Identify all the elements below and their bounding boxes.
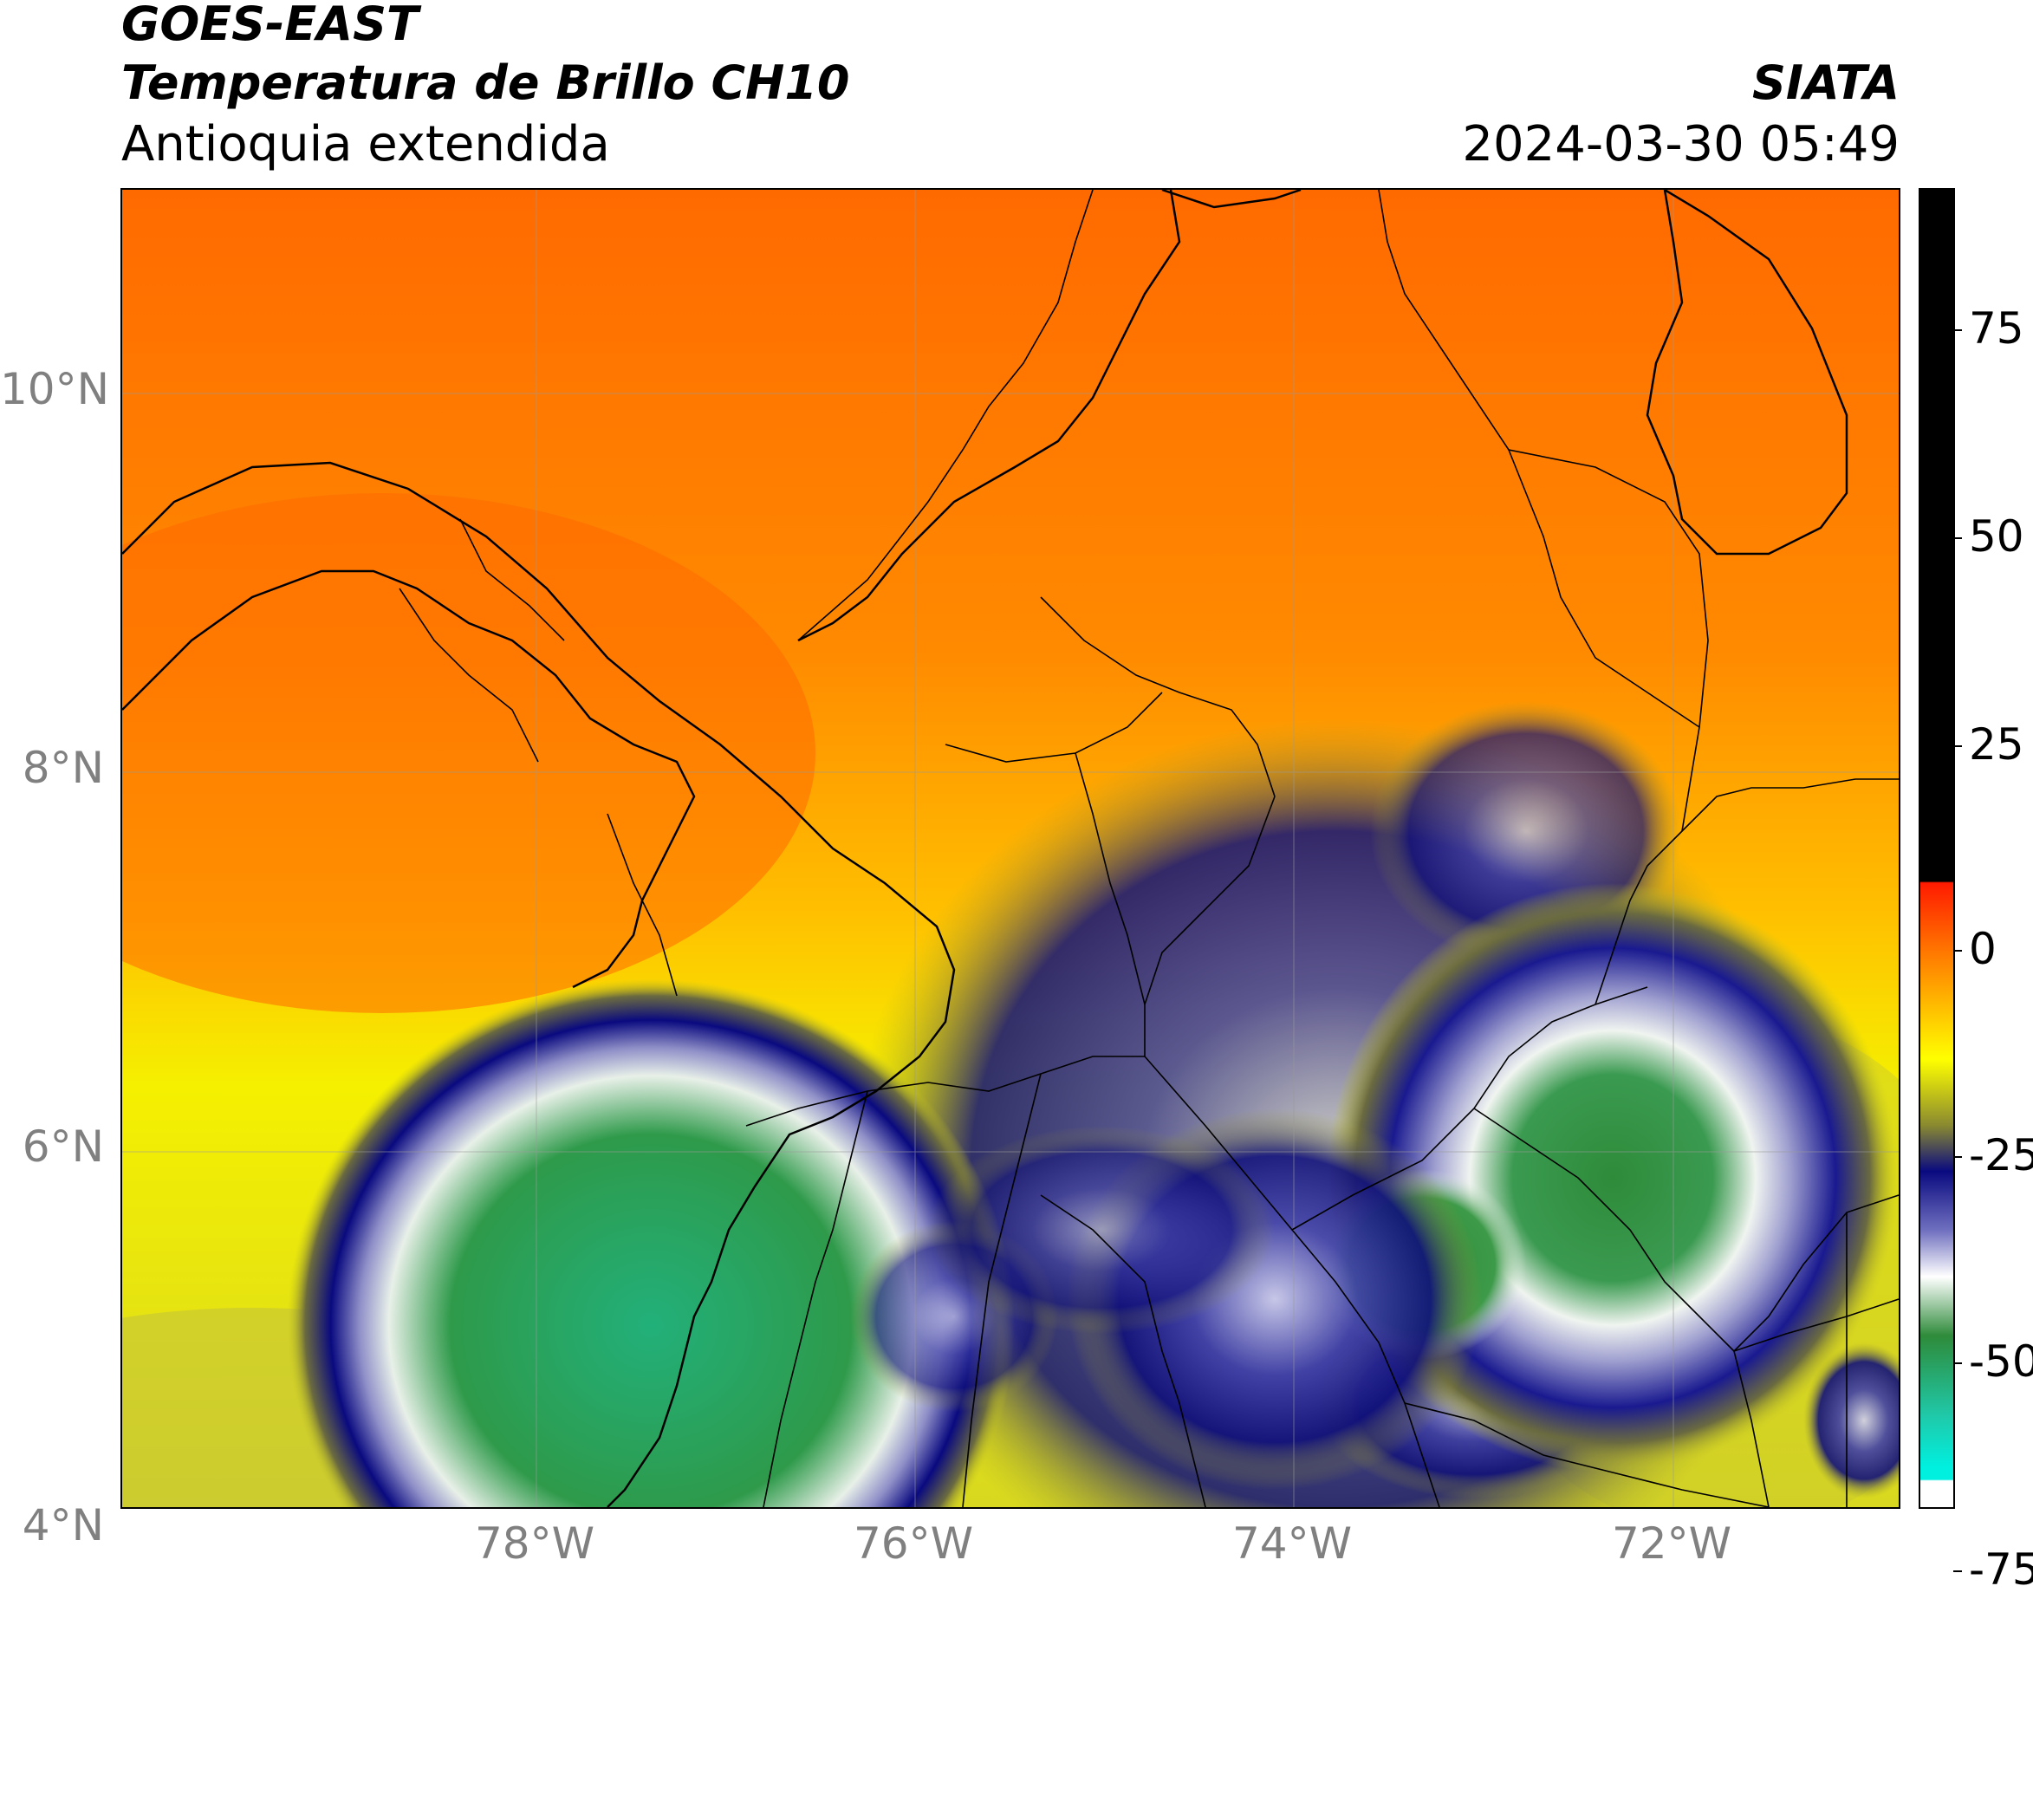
colorbar-label: -50 bbox=[1969, 1336, 2033, 1387]
admin-borders bbox=[399, 190, 1899, 1507]
lon-tick-label: 78°W bbox=[474, 1518, 595, 1569]
region-title: Antioquia extendida bbox=[121, 116, 610, 172]
colorbar-label: 75 bbox=[1969, 303, 2024, 354]
colorbar-label: -75 bbox=[1969, 1544, 2033, 1595]
product-title: Temperatura de Brillo CH10 bbox=[121, 55, 850, 110]
datetime-label: 2024-03-30 05:49 bbox=[1462, 116, 1900, 172]
lat-tick-label: 4°N bbox=[22, 1500, 104, 1550]
satellite-map[interactable] bbox=[120, 188, 1900, 1509]
lat-tick-label: 6°N bbox=[22, 1121, 104, 1172]
colorbar-label: 50 bbox=[1969, 511, 2024, 562]
colorbar-tick bbox=[1953, 745, 1962, 747]
colorbar-tick bbox=[1953, 1570, 1962, 1572]
colorbar-tick bbox=[1953, 950, 1962, 952]
colorbar-tick bbox=[1953, 329, 1962, 331]
lon-tick-label: 76°W bbox=[853, 1518, 974, 1569]
lat-tick-label: 8°N bbox=[22, 743, 104, 793]
satellite-title: GOES-EAST bbox=[121, 0, 419, 51]
colorbar-label: 0 bbox=[1969, 924, 1997, 974]
graticule bbox=[122, 190, 1899, 1507]
colorbar-tick bbox=[1953, 537, 1962, 539]
colorbar-tick bbox=[1953, 1362, 1962, 1364]
brightness-temperature-field bbox=[122, 190, 1899, 1507]
org-label: SIATA bbox=[1751, 55, 1900, 110]
lat-tick-label: 10°N bbox=[0, 364, 110, 414]
lon-tick-label: 72°W bbox=[1611, 1518, 1732, 1569]
colorbar-label: 25 bbox=[1969, 719, 2024, 770]
colorbar-tick bbox=[1953, 1156, 1962, 1158]
lon-tick-label: 74°W bbox=[1231, 1518, 1353, 1569]
coastlines bbox=[122, 190, 1848, 1507]
colorbar bbox=[1919, 188, 1955, 1509]
colorbar-label: -25 bbox=[1969, 1130, 2033, 1180]
